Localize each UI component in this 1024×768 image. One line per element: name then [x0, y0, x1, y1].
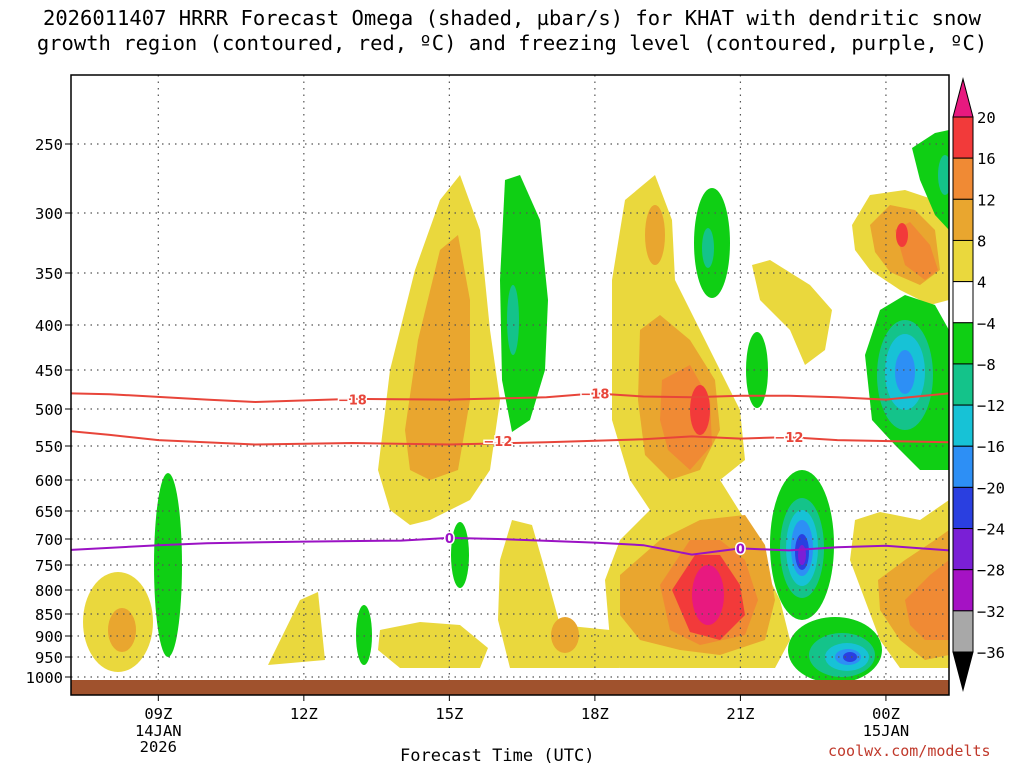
omega-ascent-shade: [405, 235, 470, 480]
omega-descent-shade: [938, 155, 949, 195]
y-tick-label: 550: [35, 438, 63, 456]
omega-descent-shade: [843, 652, 857, 662]
contour-line: [71, 392, 949, 404]
title-line-1: 2026011407 HRRR Forecast Omega (shaded, …: [43, 6, 981, 30]
colorbar-segment: [952, 116, 974, 159]
y-tick-label: 950: [35, 649, 63, 667]
contour-label: 0: [736, 542, 745, 557]
contour-label: −18: [580, 387, 609, 402]
omega-descent-shade: [702, 228, 714, 268]
contour-label: −18: [338, 394, 367, 409]
contour-line: [71, 536, 949, 556]
omega-descent-shade: [895, 350, 915, 394]
colorbar-label: −4: [977, 315, 996, 333]
x-tick-label: 21Z: [726, 705, 754, 723]
colorbar-label: −28: [977, 562, 1005, 580]
y-tick-label: 650: [35, 503, 63, 521]
x-tick-label: 15Z: [435, 705, 463, 723]
colorbar-label: −32: [977, 603, 1005, 621]
colorbar-segment: [952, 486, 974, 530]
colorbar-segment: [952, 157, 974, 200]
y-tick-label: 600: [35, 472, 63, 490]
colorbar-segment: [952, 363, 974, 406]
omega-ascent-shade: [896, 223, 908, 247]
x-tick-label: 00Z: [872, 705, 900, 723]
x-tick-label: 12Z: [290, 705, 318, 723]
colorbar-label: 8: [977, 232, 986, 250]
omega-descent-shade: [356, 605, 372, 665]
colorbar-label: −36: [977, 644, 1005, 662]
x-tick-label: 09Z: [144, 705, 172, 723]
omega-descent-shade: [912, 130, 949, 230]
omega-ascent-shade: [752, 260, 832, 365]
x-axis-label: Forecast Time (UTC): [400, 746, 595, 766]
title-line-2: growth region (contoured, red, ºC) and f…: [36, 31, 988, 55]
omega-ascent-shade: [905, 560, 949, 640]
y-tick-label: 850: [35, 606, 63, 624]
colorbar-label: −8: [977, 356, 996, 374]
x-tick-sublabel: 2026: [140, 738, 177, 756]
colorbar-label: 12: [977, 191, 996, 209]
omega-ascent-shade: [645, 205, 665, 265]
x-tick-label: 18Z: [581, 705, 609, 723]
omega-ascent-shade: [108, 608, 136, 652]
y-tick-label: 350: [35, 265, 63, 283]
colorbar-segment: [952, 281, 974, 324]
omega-ascent-shade: [268, 592, 325, 665]
omega-descent-shade: [154, 473, 182, 657]
y-tick-label: 450: [35, 362, 63, 380]
omega-descent-shade: [500, 175, 548, 432]
credit-text: coolwx.com/modelts: [828, 742, 991, 760]
contour-label: 0: [445, 532, 454, 547]
contour-line: [71, 430, 949, 446]
colorbar-segment: [952, 322, 974, 365]
colorbar-label: −20: [977, 479, 1005, 497]
y-tick-label: 800: [35, 582, 63, 600]
omega-ascent-shade: [690, 385, 710, 435]
omega-ascent-shade: [378, 622, 488, 668]
colorbar-label: −12: [977, 397, 1005, 415]
colorbar-segment: [952, 610, 974, 653]
x-tick-sublabel: 15JAN: [863, 722, 910, 740]
colorbar-segment: [952, 569, 974, 612]
plot-frame: [70, 74, 950, 696]
colorbar-label: 20: [977, 109, 996, 127]
colorbar-label: 4: [977, 274, 986, 292]
omega-descent-shade: [746, 332, 768, 408]
y-tick-label: 700: [35, 531, 63, 549]
y-tick-label: 500: [35, 401, 63, 419]
y-tick-label: 250: [35, 136, 63, 154]
omega-descent-shade: [798, 545, 806, 565]
contour-label: −12: [774, 431, 803, 446]
colorbar-segment: [952, 198, 974, 241]
colorbar-arrow-bottom: [952, 651, 974, 692]
omega-ascent-shade: [551, 617, 579, 653]
colorbar-arrow-top: [952, 77, 974, 118]
colorbar-label: 16: [977, 150, 996, 168]
omega-ascent-shade: [498, 520, 620, 668]
y-tick-label: 1000: [26, 669, 63, 687]
y-tick-label: 400: [35, 317, 63, 335]
x-tick-sublabel: 14JAN: [135, 722, 182, 740]
contour-label: −12: [483, 435, 512, 450]
y-tick-label: 300: [35, 205, 63, 223]
y-tick-label: 750: [35, 557, 63, 575]
omega-ascent-shade: [692, 565, 724, 625]
colorbar-segment: [952, 404, 974, 447]
colorbar-segment: [952, 445, 974, 488]
omega-descent-shade: [507, 285, 519, 355]
colorbar-label: −24: [977, 521, 1005, 539]
ground-strip: [71, 680, 949, 695]
y-tick-label: 900: [35, 628, 63, 646]
colorbar-segment: [952, 239, 974, 283]
colorbar-label: −16: [977, 438, 1005, 456]
chart-title: 2026011407 HRRR Forecast Omega (shaded, …: [0, 6, 1024, 56]
colorbar-segment: [952, 528, 974, 571]
